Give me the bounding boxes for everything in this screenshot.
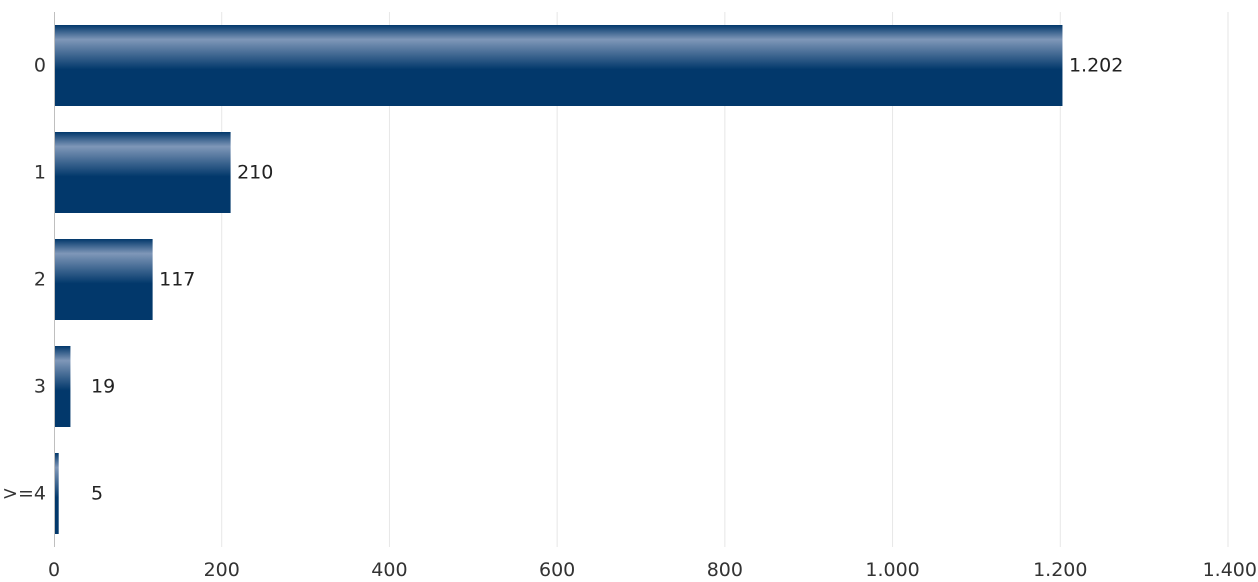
bar-3 [54, 346, 71, 427]
bar-2 [54, 239, 153, 320]
bar-4 [54, 453, 59, 534]
bars [54, 25, 1063, 534]
bar-0 [54, 25, 1063, 106]
labels: 0 200 400 600 800 1.000 1.200 1.400 0 1.202 1 210 2 1… [2, 55, 1257, 582]
data-label: 1.202 [1069, 55, 1123, 77]
data-label: 210 [237, 162, 273, 184]
category-label: 2 [34, 269, 46, 291]
bar-1 [54, 132, 231, 213]
data-label: 117 [159, 269, 195, 291]
x-tick-label: 1.400 [1203, 559, 1257, 581]
x-tick-label: 0 [48, 559, 60, 581]
category-label: >=4 [2, 483, 46, 505]
data-label: 19 [91, 376, 115, 398]
x-tick-label: 1.200 [1033, 559, 1087, 581]
data-label: 5 [91, 483, 103, 505]
x-tick-label: 200 [204, 559, 240, 581]
category-label: 3 [34, 376, 46, 398]
category-label: 0 [34, 55, 46, 77]
x-tick-label: 1.000 [865, 559, 919, 581]
category-label: 1 [34, 162, 46, 184]
x-tick-label: 800 [707, 559, 743, 581]
x-tick-label: 400 [371, 559, 407, 581]
x-tick-label: 600 [539, 559, 575, 581]
